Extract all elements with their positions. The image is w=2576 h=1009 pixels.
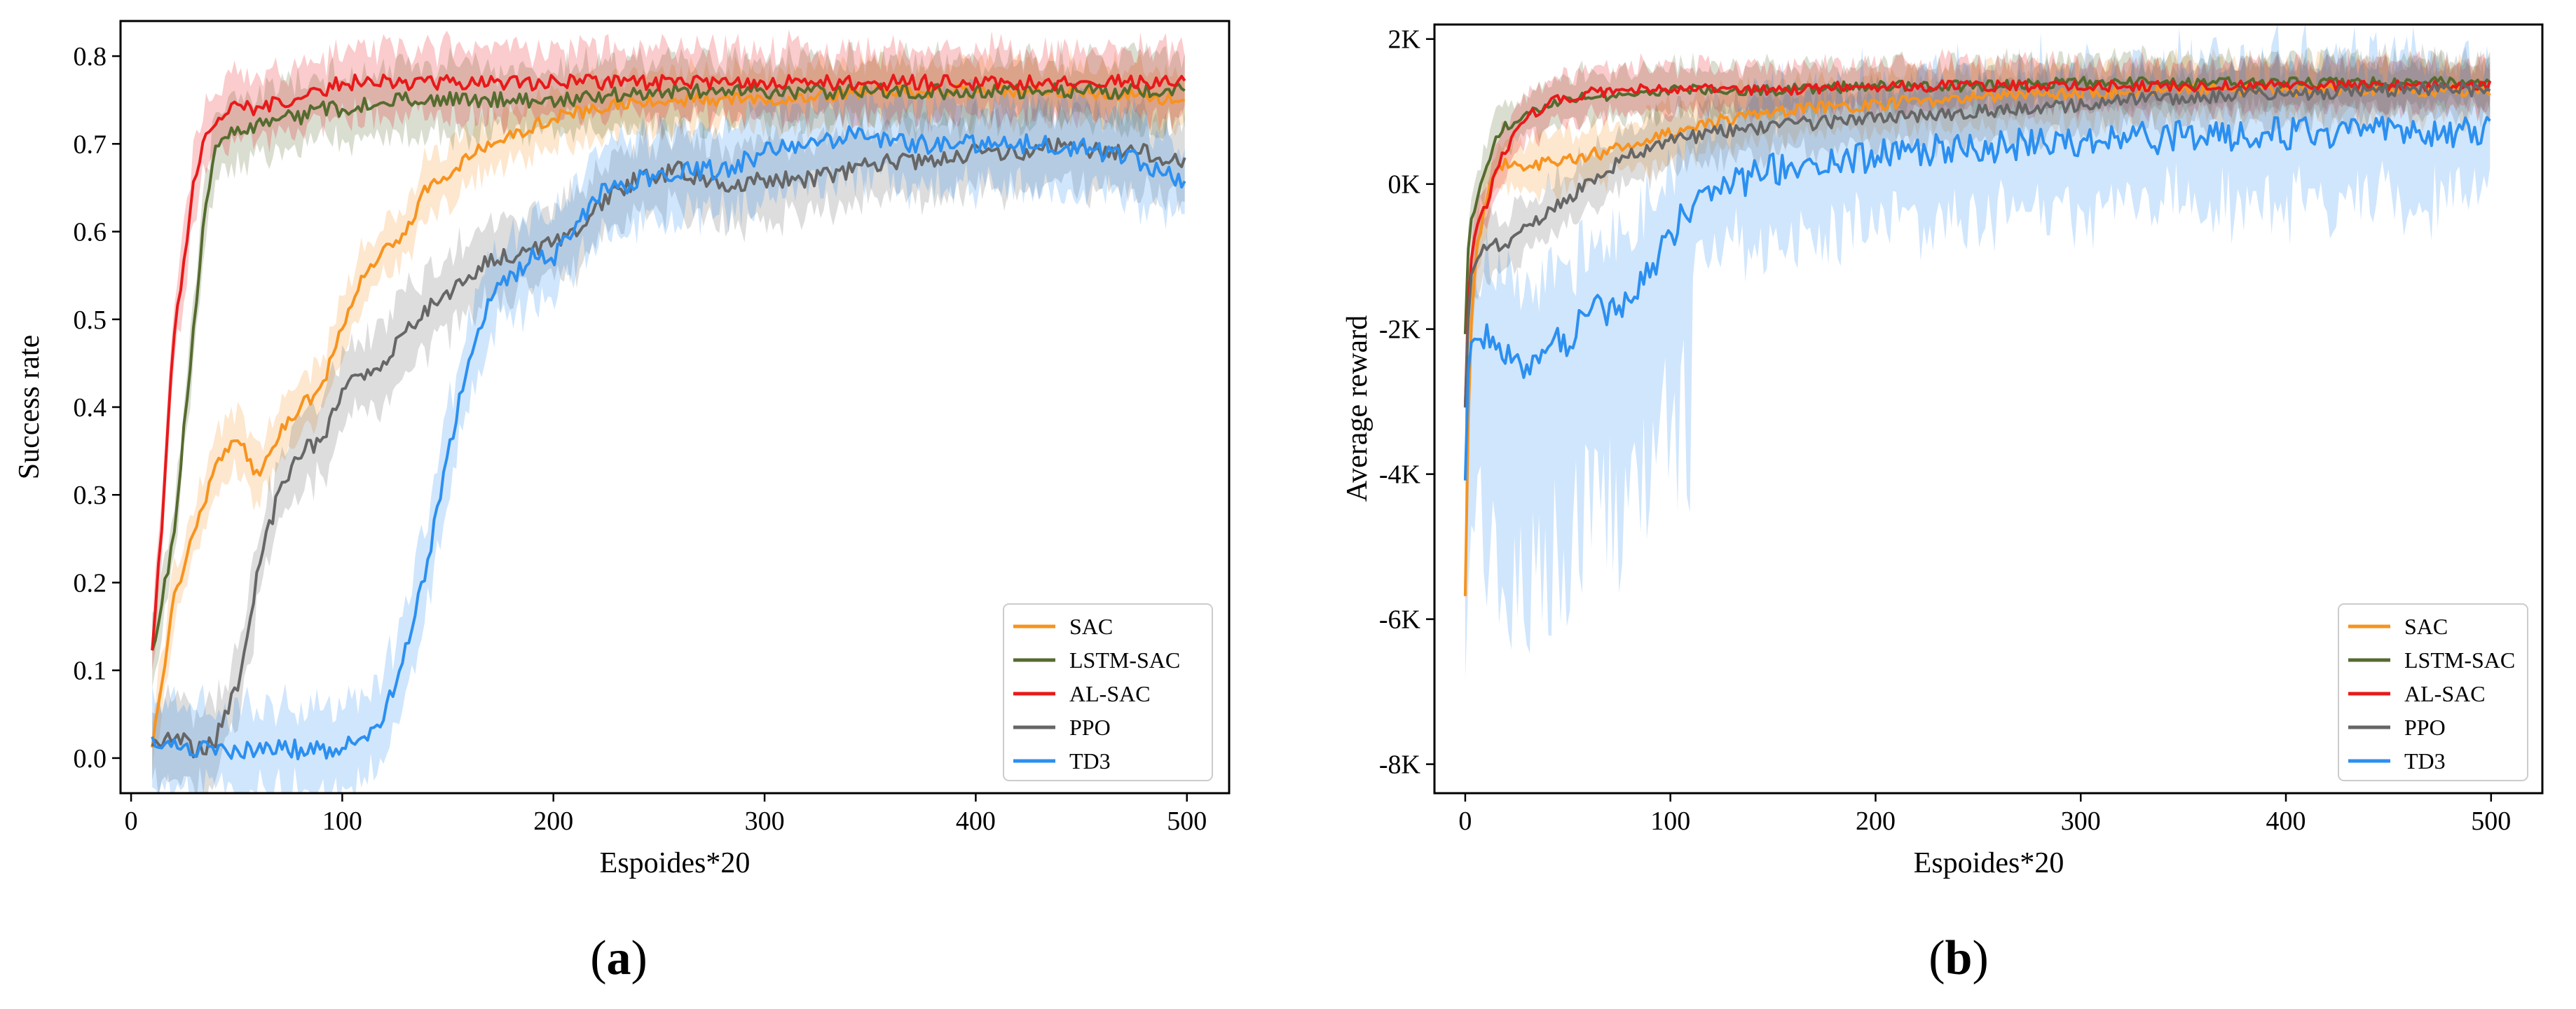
y-tick-label: 2K (1388, 25, 1421, 55)
y-tick-label: 0.6 (74, 218, 107, 247)
y-axis-label: Success rate (13, 335, 46, 479)
chart-average-reward: 0 100 200 300 400 500 -8K -6K -4K -2K 0K 2K Espoid… (1341, 23, 2544, 985)
legend-label: AL-SAC (1069, 681, 1151, 706)
legend-label: PPO (2404, 715, 2446, 740)
series-line-ppo (1463, 81, 2491, 408)
y-tick-label: 0.5 (74, 306, 107, 335)
y-tick-label: 0K (1388, 170, 1421, 200)
band-ppo (1465, 42, 2491, 427)
x-tick-label: 500 (1167, 806, 1207, 836)
band-td3 (152, 76, 1185, 793)
legend-label: TD3 (2404, 748, 2446, 774)
legend: SAC LSTM-SAC AL-SAC PPO TD3 (2338, 603, 2528, 781)
band-sac (1465, 47, 2491, 612)
y-axis-label: Average reward (1341, 315, 1373, 502)
x-tick-label: 0 (125, 806, 138, 836)
y-tick-label: -2K (1379, 315, 1421, 345)
legend-label: SAC (2404, 614, 2448, 639)
series-line-al-sac (151, 74, 1186, 651)
y-tick-label: -4K (1379, 460, 1421, 490)
y-tick-label: -8K (1379, 750, 1421, 780)
x-tick-label: 400 (2266, 806, 2306, 836)
legend-label: TD3 (1069, 748, 1111, 774)
y-tick-label: -6K (1379, 605, 1421, 635)
plot-frame (1433, 23, 2544, 795)
legend-label: AL-SAC (2404, 681, 2486, 706)
y-tick-label: 0.7 (74, 130, 107, 159)
y-tick-label: 0.2 (74, 568, 107, 598)
y-tick-label: 0.3 (74, 481, 107, 510)
x-tick-label: 200 (1856, 806, 1896, 836)
x-axis-label: Espoides*20 (1914, 847, 2064, 879)
legend-label: LSTM-SAC (1069, 647, 1180, 673)
series-line-al-sac (1463, 79, 2492, 407)
x-tick-label: 400 (956, 806, 996, 836)
series-line-lstm-sac (1463, 76, 2491, 334)
x-tick-label: 300 (2061, 806, 2101, 836)
legend-box (1003, 603, 1213, 781)
band-lstm-sac (152, 40, 1185, 688)
x-tick-label: 0 (1458, 806, 1472, 836)
x-tick-label: 100 (322, 806, 362, 836)
y-tick-label: 0.4 (74, 393, 107, 423)
legend: SAC LSTM-SAC AL-SAC PPO TD3 (1003, 603, 1213, 781)
legend-label: PPO (1069, 715, 1111, 740)
band-sac (152, 48, 1185, 771)
x-tick-label: 500 (2471, 806, 2511, 836)
y-tick-label: 0.0 (74, 744, 107, 774)
legend-box (2338, 603, 2528, 781)
band-ppo (152, 93, 1185, 793)
legend-label: LSTM-SAC (2404, 647, 2515, 673)
x-axis-label: Espoides*20 (600, 847, 751, 879)
x-tick-label: 100 (1650, 806, 1690, 836)
legend-label: SAC (1069, 614, 1113, 639)
x-tick-label: 300 (745, 806, 785, 836)
series-line-td3 (1463, 116, 2491, 481)
chart-success-rate: 0 100 200 300 400 500 0.0 0.1 0.2 0.3 0.4 0.5 0.6 0.… (13, 20, 1231, 985)
series-line-td3 (151, 125, 1186, 761)
series-line-sac (151, 83, 1185, 748)
y-tick-label: 0.1 (74, 657, 107, 686)
y-tick-label: 0.8 (74, 42, 107, 71)
panel-label-b: (b) (1928, 931, 1989, 985)
x-tick-label: 200 (533, 806, 573, 836)
panel-label-a: (a) (590, 931, 648, 985)
